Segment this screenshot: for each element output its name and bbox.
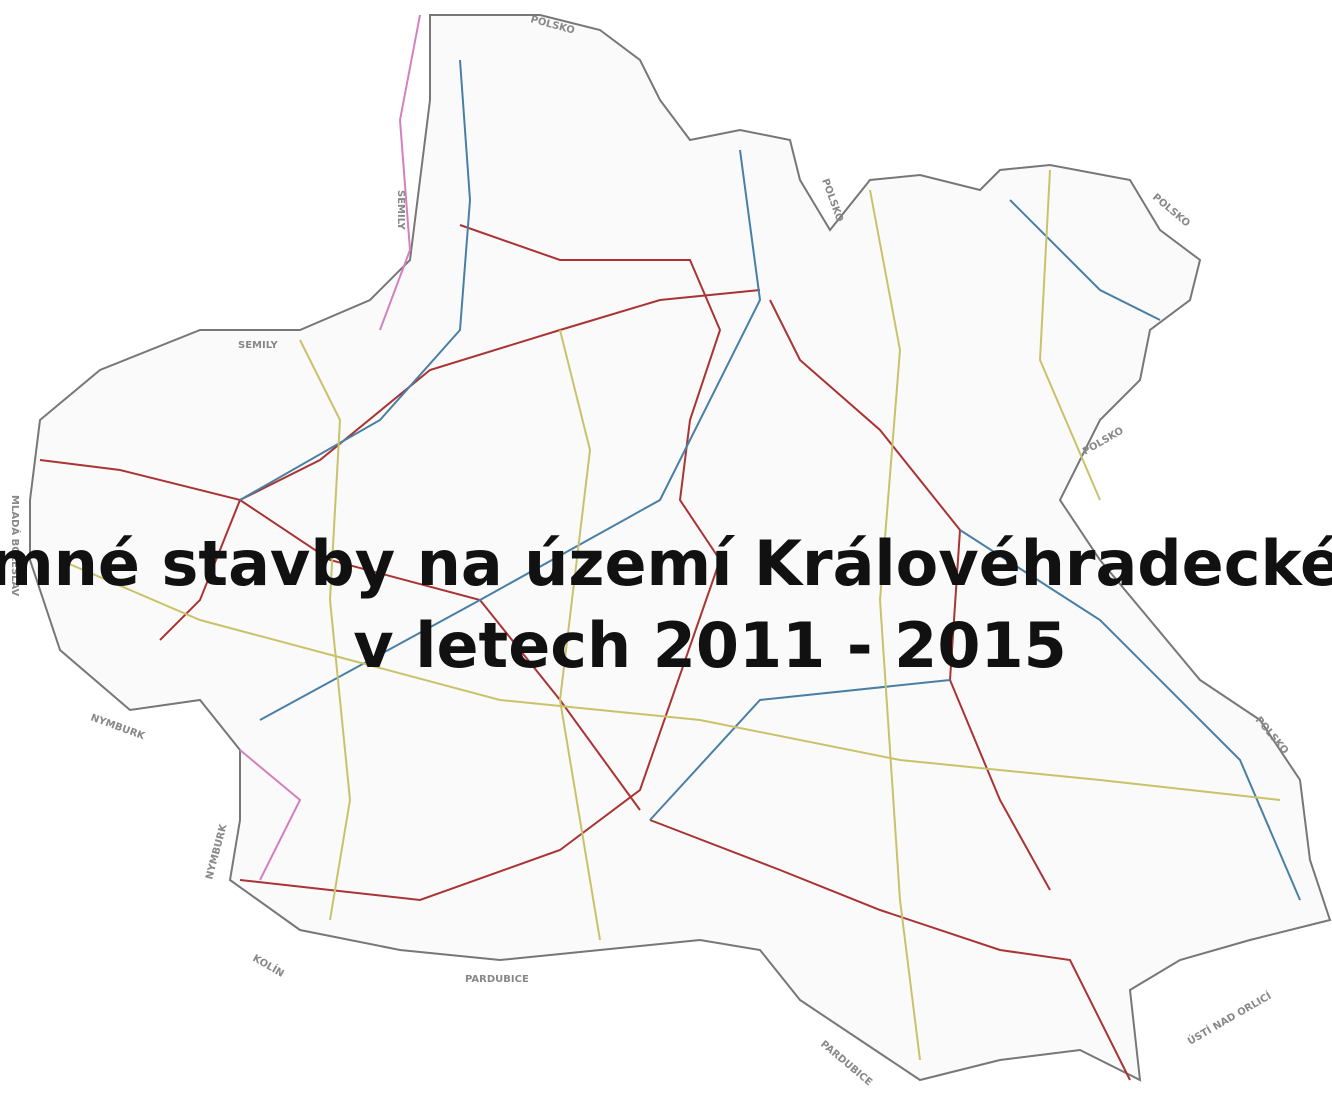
slide-title: v letech 2011 - 2015 xyxy=(353,609,1066,682)
slide-title: namné stavby na území Královéhradeckého xyxy=(0,527,1332,600)
map-label: SEMILY xyxy=(395,190,406,231)
map-label: NYMBURK xyxy=(204,822,230,881)
page: POLSKO POLSKO POLSKO POLSKO POLSKO SEMIL… xyxy=(0,0,1332,1095)
map-label: KOLÍN xyxy=(251,951,287,979)
map-label: PARDUBICE xyxy=(465,974,529,985)
map-label: NYMBURK xyxy=(89,712,147,742)
slide: POLSKO POLSKO POLSKO POLSKO POLSKO SEMIL… xyxy=(0,0,1332,1095)
map-label: PARDUBICE xyxy=(818,1039,874,1089)
map-label: SEMILY xyxy=(238,340,279,351)
map-label: ÚSTÍ NAD ORLICÍ xyxy=(1185,989,1274,1048)
